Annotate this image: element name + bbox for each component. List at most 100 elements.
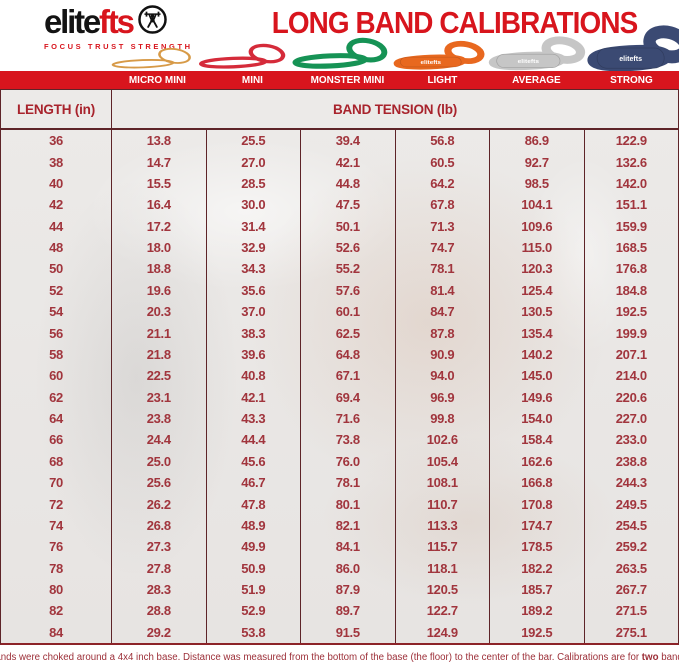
tension-cell: 189.2 (489, 600, 584, 622)
tension-cell: 109.6 (489, 215, 584, 237)
length-cell: 48 (49, 240, 63, 256)
table-row: 60 22.5 40.8 67.1 94.0 145.0 214.0 (1, 365, 679, 387)
tension-cell: 178.5 (489, 536, 584, 558)
tension-cell: 76.0 (300, 450, 395, 472)
length-cell: 64 (49, 411, 63, 427)
tension-cell: 78.1 (394, 258, 490, 280)
tension-cell: 60.1 (300, 301, 395, 323)
tension-cell: 28.5 (205, 172, 301, 195)
table-row: 78 27.8 50.9 86.0 118.1 182.2 263.5 (1, 557, 678, 579)
table-row: 84 29.2 53.8 91.5 124.9 192.5 275.1 (1, 621, 678, 643)
tension-cell: 176.8 (583, 258, 679, 280)
table-row: 82 28.8 52.9 89.7 122.7 189.2 271.5 (1, 600, 678, 622)
tension-cell: 94.0 (394, 365, 490, 387)
tension-cell: 118.1 (394, 557, 490, 579)
header: elitefts FOCUS TRUST STRENGTH LONG (0, 0, 679, 72)
tension-cell: 84.1 (300, 536, 395, 558)
tension-cell: 46.7 (205, 472, 301, 494)
tension-cell: 102.6 (394, 429, 490, 451)
tension-cell: 52.6 (300, 236, 395, 259)
length-cell: 36 (49, 133, 63, 149)
tension-cell: 192.5 (489, 621, 584, 643)
tension-cell: 25.5 (205, 130, 301, 152)
tension-cell: 28.3 (111, 578, 206, 601)
table-row: 50 18.8 34.3 55.2 78.1 120.3 176.8 (1, 258, 679, 280)
tension-cell: 82.1 (300, 514, 395, 537)
logo-text: elitefts (44, 5, 135, 38)
tension-cell: 15.5 (111, 172, 206, 195)
length-cell: 70 (49, 475, 63, 491)
table-row: 36 13.8 25.5 39.4 56.8 86.9 122.9 (1, 130, 679, 152)
tension-cell: 84.7 (394, 301, 490, 323)
tension-cell: 192.5 (583, 301, 679, 323)
tension-cell: 130.5 (489, 301, 584, 323)
footnote-bold-word: two (641, 651, 659, 663)
tension-cell: 90.9 (394, 343, 490, 366)
logo-wordmark: elitefts (44, 5, 193, 39)
tension-cell: 25.0 (111, 450, 206, 472)
tension-cell: 113.3 (394, 514, 490, 537)
tension-cell: 159.9 (583, 215, 679, 237)
table-row: 54 20.3 37.0 60.1 84.7 130.5 192.5 (1, 301, 679, 323)
tension-cell: 214.0 (583, 365, 679, 387)
tension-cell: 182.2 (489, 557, 584, 579)
table-row: 38 14.7 27.0 42.1 60.5 92.7 132.6 (1, 151, 678, 173)
page-title: LONG BAND CALIBRATIONS (271, 5, 639, 40)
band-image-mini (198, 41, 292, 71)
tension-cell: 17.2 (111, 215, 206, 237)
table-body: 36 13.8 25.5 39.4 56.8 86.9 122.9 38 14.7 27.0 42.… (1, 130, 678, 643)
footnote-text-after: bands. (661, 651, 679, 663)
tension-cell: 67.1 (300, 365, 395, 387)
tension-cell: 174.7 (489, 514, 584, 537)
tension-cell: 34.3 (205, 258, 301, 280)
tension-cell: 71.3 (394, 215, 490, 237)
tension-cell: 44.4 (205, 429, 301, 451)
tension-cell: 105.4 (394, 450, 490, 472)
table-row: 74 26.8 48.9 82.1 113.3 174.7 254.5 (1, 514, 678, 537)
tension-cell: 81.4 (394, 279, 490, 301)
tension-cell: 39.4 (300, 130, 395, 152)
column-header-strong: STRONG (610, 74, 653, 86)
table-row: 66 24.4 44.4 73.8 102.6 158.4 233.0 (1, 429, 679, 451)
tension-cell: 87.8 (394, 322, 490, 344)
tension-cell: 92.7 (489, 151, 584, 173)
tension-cell: 145.0 (489, 365, 584, 387)
tension-cell: 110.7 (394, 493, 490, 515)
tension-cell: 249.5 (583, 493, 679, 515)
footnote-text-before: Bands were choked around a 4x4 inch base… (0, 651, 642, 663)
tension-cell: 140.2 (489, 343, 584, 366)
tension-cell: 51.9 (205, 578, 301, 601)
band-image-average: elitefts (488, 35, 590, 71)
tension-cell: 42.1 (300, 151, 395, 173)
length-cell: 40 (49, 175, 63, 191)
length-cell: 84 (49, 624, 63, 640)
tension-cell: 135.4 (489, 322, 584, 344)
tension-cell: 53.8 (205, 621, 301, 643)
tension-cell: 122.7 (394, 600, 490, 622)
table-row: 52 19.6 35.6 57.6 81.4 125.4 184.8 (1, 279, 678, 301)
tension-cell: 57.6 (300, 279, 395, 301)
tension-cell: 23.1 (111, 386, 206, 408)
tension-cell: 22.5 (111, 365, 206, 387)
tension-cell: 29.2 (111, 621, 206, 643)
tension-cell: 69.4 (300, 386, 395, 408)
tension-cell: 115.7 (394, 536, 490, 558)
length-cell: 38 (49, 154, 63, 170)
tension-cell: 16.4 (111, 194, 206, 216)
tension-cell: 233.0 (583, 429, 679, 451)
footnote: Bands were choked around a 4x4 inch base… (0, 645, 679, 669)
footnote-text: Bands were choked around a 4x4 inch base… (0, 652, 679, 663)
column-header-mini: MINI (241, 74, 263, 86)
table-row: 76 27.3 49.9 84.1 115.7 178.5 259.2 (1, 536, 678, 558)
tension-cell: 80.1 (300, 493, 395, 515)
table-subheader: LENGTH (in) BAND TENSION (lb) (1, 90, 678, 130)
table-row: 48 18.0 32.9 52.6 74.7 115.0 168.5 (1, 236, 678, 259)
tension-cell: 27.8 (111, 557, 206, 579)
svg-text:elitefts: elitefts (518, 58, 540, 64)
tension-cell: 122.9 (583, 130, 679, 152)
tension-cell: 244.3 (583, 472, 679, 494)
length-cell: 58 (49, 346, 63, 362)
band-image-micro-mini (110, 45, 198, 71)
tension-cell: 124.9 (394, 621, 490, 643)
